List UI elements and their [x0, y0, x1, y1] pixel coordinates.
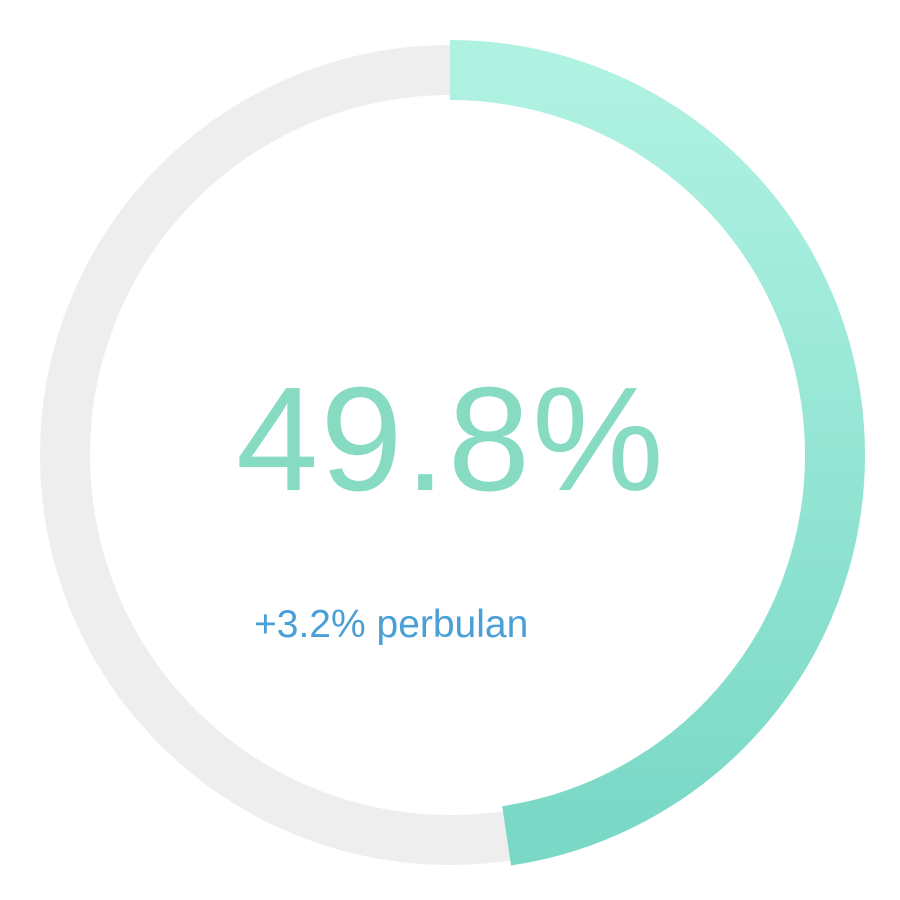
- monthly-change-label: +3.2% perbulan: [254, 603, 529, 646]
- ring-progress-arc: [449, 40, 865, 866]
- percentage-value: 49.8%: [236, 357, 666, 522]
